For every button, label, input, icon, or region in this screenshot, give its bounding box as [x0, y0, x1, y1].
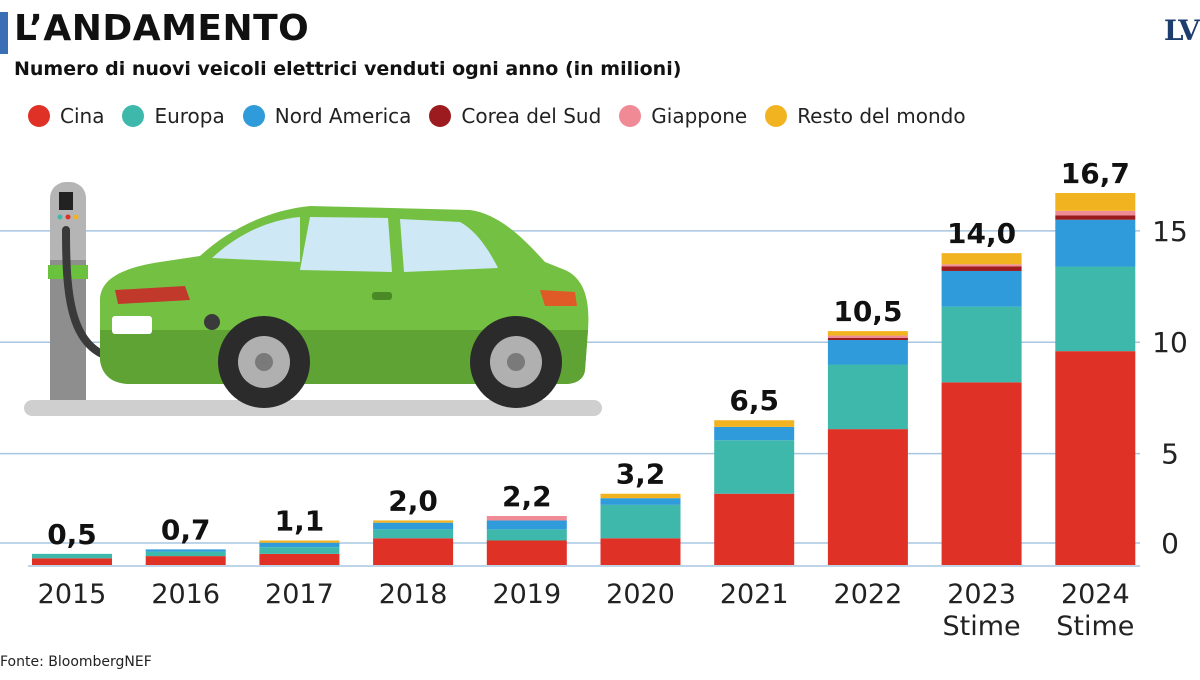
- legend-label: Corea del Sud: [461, 104, 602, 128]
- bar-segment: [259, 542, 340, 548]
- legend-swatch: [765, 105, 788, 127]
- legend-swatch: [28, 105, 50, 127]
- bar-segment: [600, 498, 681, 505]
- bar-segment: [373, 520, 454, 523]
- bar-segment: [32, 553, 112, 559]
- electric-car-charging-icon: [24, 182, 602, 416]
- y-tick-label: 5: [1161, 438, 1179, 471]
- source-note: Fonte: BloombergNEF: [0, 654, 152, 670]
- y-axis: 0 5 10 15: [1152, 215, 1188, 560]
- legend-swatch: [429, 105, 452, 127]
- total-label: 0,5: [47, 518, 97, 551]
- bar-segment: [145, 549, 226, 552]
- legend-label: Resto del mondo: [797, 104, 966, 128]
- bar-segment: [1055, 351, 1136, 565]
- bar-segment: [259, 553, 340, 565]
- bar-segment: [714, 440, 795, 494]
- bar-segment: [145, 551, 226, 557]
- x-axis: 2015 2016 2017 2018 2019 2020 2021 2022 2023Stim…: [38, 579, 1135, 642]
- bar-segment: [486, 515, 567, 521]
- x-tick-label: Stime: [943, 611, 1021, 642]
- x-tick-label: 2016: [151, 579, 220, 610]
- data-labels: 0,5 0,7 1,1 2,0 2,2 3,2 6,5 10,5 14,0 16,7: [47, 157, 1130, 551]
- publisher-logo: LV: [1163, 14, 1200, 47]
- bar-segment: [1055, 266, 1136, 352]
- bar-segment: [600, 504, 681, 539]
- bar-segment: [941, 264, 1022, 267]
- bar-segment: [827, 429, 908, 565]
- x-tick-label: 2020: [606, 579, 675, 610]
- bar-segment: [827, 335, 908, 338]
- bar-segment: [827, 331, 908, 336]
- total-label: 3,2: [616, 458, 666, 491]
- bar-segment: [714, 420, 795, 427]
- legend-label: Europa: [154, 104, 225, 128]
- bars: [32, 193, 1136, 565]
- bar-segment: [1055, 219, 1136, 267]
- chart-title: L’ANDAMENTO: [14, 8, 310, 49]
- bar-segment: [373, 522, 454, 530]
- bar-segment: [941, 253, 1022, 265]
- legend-label: Nord America: [274, 104, 412, 128]
- total-label: 2,0: [388, 484, 438, 517]
- legend-item: Nord America: [242, 104, 412, 128]
- total-label: 6,5: [729, 384, 779, 417]
- total-label: 10,5: [833, 295, 902, 328]
- x-tick-label: 2018: [379, 579, 448, 610]
- legend-item: Corea del Sud: [429, 104, 601, 128]
- bar-segment: [600, 538, 681, 565]
- total-label: 14,0: [947, 217, 1016, 250]
- legend-item: Cina: [28, 104, 104, 128]
- total-label: 2,2: [502, 480, 552, 513]
- x-tick-label: 2019: [492, 579, 561, 610]
- y-tick-label: 15: [1152, 215, 1188, 248]
- bar-segment: [145, 556, 226, 565]
- legend-item: Resto del mondo: [765, 104, 966, 128]
- bar-segment: [941, 306, 1022, 383]
- x-tick-label: 2024: [1061, 579, 1130, 610]
- x-tick-label: 2023: [947, 579, 1016, 610]
- bar-segment: [373, 529, 454, 539]
- bar-segment: [259, 540, 340, 543]
- x-tick-label: 2017: [265, 579, 334, 610]
- bar-segment: [827, 364, 908, 430]
- legend-swatch: [242, 105, 265, 127]
- x-tick-label: 2015: [38, 579, 107, 610]
- bar-segment: [600, 493, 681, 499]
- legend-label: Giappone: [651, 104, 748, 128]
- chart-subtitle: Numero di nuovi veicoli elettrici vendut…: [14, 58, 682, 80]
- title-accent-bar: [0, 12, 8, 54]
- legend: Cina Europa Nord America Corea del Sud Giapp…: [28, 104, 984, 128]
- bar-segment: [486, 520, 567, 530]
- bar-segment: [827, 337, 908, 341]
- bar-segment: [714, 493, 795, 565]
- bar-segment: [1055, 215, 1136, 220]
- legend-label: Cina: [60, 104, 105, 128]
- legend-swatch: [619, 105, 642, 127]
- bar-segment: [941, 270, 1022, 307]
- bar-segment: [714, 426, 795, 441]
- bar-segment: [941, 382, 1022, 565]
- total-label: 16,7: [1061, 157, 1130, 190]
- bar-segment: [486, 540, 567, 565]
- bar-segment: [259, 547, 340, 554]
- total-label: 0,7: [161, 513, 211, 546]
- y-tick-label: 0: [1161, 527, 1179, 560]
- bar-segment: [486, 529, 567, 541]
- total-label: 1,1: [275, 504, 325, 537]
- bar-segment: [827, 340, 908, 365]
- x-tick-label: 2022: [834, 579, 903, 610]
- bar-segment: [941, 266, 1022, 271]
- legend-swatch: [122, 105, 145, 127]
- bar-segment: [32, 558, 112, 565]
- x-tick-label: 2021: [720, 579, 789, 610]
- bar-segment: [1055, 210, 1136, 216]
- legend-item: Giappone: [619, 104, 747, 128]
- bar-segment: [373, 538, 454, 565]
- x-tick-label: Stime: [1056, 611, 1134, 642]
- legend-item: Europa: [122, 104, 225, 128]
- bar-segment: [1055, 193, 1136, 211]
- y-tick-label: 10: [1152, 326, 1188, 359]
